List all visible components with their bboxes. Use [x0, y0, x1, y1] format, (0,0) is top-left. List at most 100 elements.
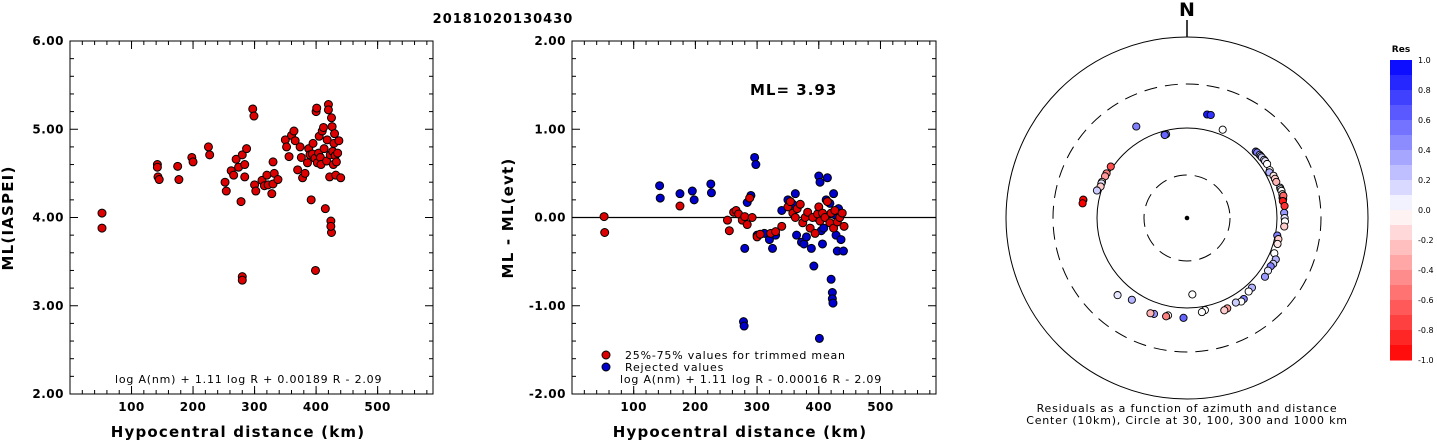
accepted-point: [740, 212, 750, 222]
accepted-point: [785, 197, 795, 207]
residual-panel: -2.00 -1.00 0.00 1.00 2.00 100 200 300 400 500 M…: [499, 34, 937, 441]
figure-title: 20181020130430: [433, 12, 574, 27]
x-tick-label: 400: [303, 400, 330, 414]
ml-point: [284, 152, 294, 162]
colorbar-swatch: [1390, 180, 1412, 196]
colorbar-tick-label: -0.4: [1418, 266, 1434, 275]
rejected-point: [790, 189, 800, 199]
accepted-point: [599, 212, 609, 222]
accepted-point: [771, 227, 781, 237]
ml-point: [242, 144, 252, 154]
colorbar-swatch: [1390, 90, 1412, 106]
colorbar: Res 1.0 0.8 0.6 0.4 0.2 0.0 -0.2 -0.4 -0.6 -0.8 -1…: [1390, 45, 1434, 365]
ml-point: [296, 152, 306, 162]
colorbar-swatch: [1390, 270, 1412, 286]
rejected-point: [706, 188, 716, 198]
rejected-point: [739, 321, 749, 331]
colorbar-swatch: [1390, 120, 1412, 136]
epicenter-dot: [1184, 215, 1190, 221]
accepted-point: [600, 228, 610, 238]
ml-point: [319, 144, 329, 154]
colorbar-tick-label: 0.0: [1418, 206, 1431, 215]
circle-100km: [1096, 127, 1278, 309]
station-marker: [1218, 125, 1227, 134]
ml-point: [273, 175, 283, 185]
colorbar-tick-label: -0.6: [1418, 296, 1434, 305]
ml-point: [240, 172, 250, 182]
rejected-point: [801, 232, 811, 242]
colorbar-swatch: [1390, 300, 1412, 316]
station-marker: [1078, 199, 1087, 208]
legend-rejected-label: Rejected values: [625, 361, 724, 374]
x-tick-label: 200: [682, 400, 709, 414]
rejected-point: [740, 243, 750, 253]
colorbar-tick-label: -1.0: [1418, 356, 1434, 365]
ml-plot-frame: [69, 40, 434, 395]
station-marker: [1273, 239, 1282, 249]
ml-point: [237, 275, 247, 285]
rejected-point: [836, 235, 846, 245]
circle-300km: [1052, 83, 1322, 353]
ml-point: [326, 113, 336, 123]
ml-point: [262, 170, 272, 180]
ml-point: [334, 136, 344, 146]
y-tick-label: 6.00: [32, 34, 64, 48]
ml-point: [302, 158, 312, 168]
station-marker: [1206, 110, 1215, 120]
y-tick-label: 1.00: [534, 122, 566, 136]
colorbar-tick-label: 0.8: [1418, 86, 1431, 95]
colorbar-tick-label: -0.2: [1418, 236, 1434, 245]
accepted-point: [839, 221, 849, 231]
colorbar-swatch: [1390, 345, 1412, 361]
accepted-point: [675, 201, 685, 211]
colorbar-swatch: [1390, 60, 1412, 76]
station-marker: [1132, 122, 1141, 131]
accepted-point: [790, 213, 800, 222]
accepted-point: [755, 229, 765, 239]
ml-x-ticks: 100 200 300 400 500: [69, 41, 428, 414]
y-tick-label: 2.00: [534, 34, 566, 48]
rejected-point: [806, 243, 816, 253]
ml-point: [333, 148, 343, 158]
residual-x-axis-label: Hypocentral distance (km): [613, 423, 868, 441]
y-tick-label: 3.00: [32, 299, 64, 313]
rejected-point: [751, 160, 761, 170]
accepted-point: [777, 221, 787, 231]
legend-accepted-marker: [601, 350, 611, 360]
map-caption-line-1: Residuals as a function of azimuth and d…: [1037, 402, 1338, 415]
ml-point: [323, 105, 333, 115]
colorbar-swatches: [1390, 60, 1412, 361]
x-tick-label: 300: [744, 400, 771, 414]
ml-point: [229, 170, 239, 180]
accepted-point: [747, 213, 757, 222]
colorbar-swatch: [1390, 135, 1412, 151]
ml-points: [97, 100, 346, 285]
rejected-point: [706, 179, 716, 189]
ml-point: [173, 161, 183, 171]
station-marker: [1197, 308, 1206, 317]
rejected-point: [815, 177, 825, 187]
x-tick-label: 100: [620, 400, 647, 414]
colorbar-tick-label: 0.2: [1418, 176, 1431, 185]
ml-point: [336, 173, 346, 183]
accepted-point: [822, 197, 832, 207]
colorbar-swatch: [1390, 165, 1412, 181]
ml-point: [249, 111, 259, 121]
ml-point: [312, 103, 322, 113]
colorbar-ticks: 1.0 0.8 0.6 0.4 0.2 0.0 -0.2 -0.4 -0.6 -0.8 -1.0: [1418, 56, 1434, 365]
station-marker: [1220, 306, 1229, 315]
x-tick-label: 200: [180, 400, 207, 414]
ml-value-label: ML= 3.93: [750, 81, 837, 99]
station-marker: [1244, 287, 1253, 296]
colorbar-swatch: [1390, 195, 1412, 211]
circle-1000km: [1005, 36, 1369, 400]
x-tick-label: 500: [364, 400, 391, 414]
rejected-point: [817, 239, 827, 249]
colorbar-swatch: [1390, 225, 1412, 241]
accepted-point: [742, 220, 752, 230]
accepted-point: [837, 208, 847, 218]
ml-point: [268, 157, 278, 167]
colorbar-tick-label: 0.6: [1418, 116, 1431, 125]
ml-point: [282, 142, 292, 152]
